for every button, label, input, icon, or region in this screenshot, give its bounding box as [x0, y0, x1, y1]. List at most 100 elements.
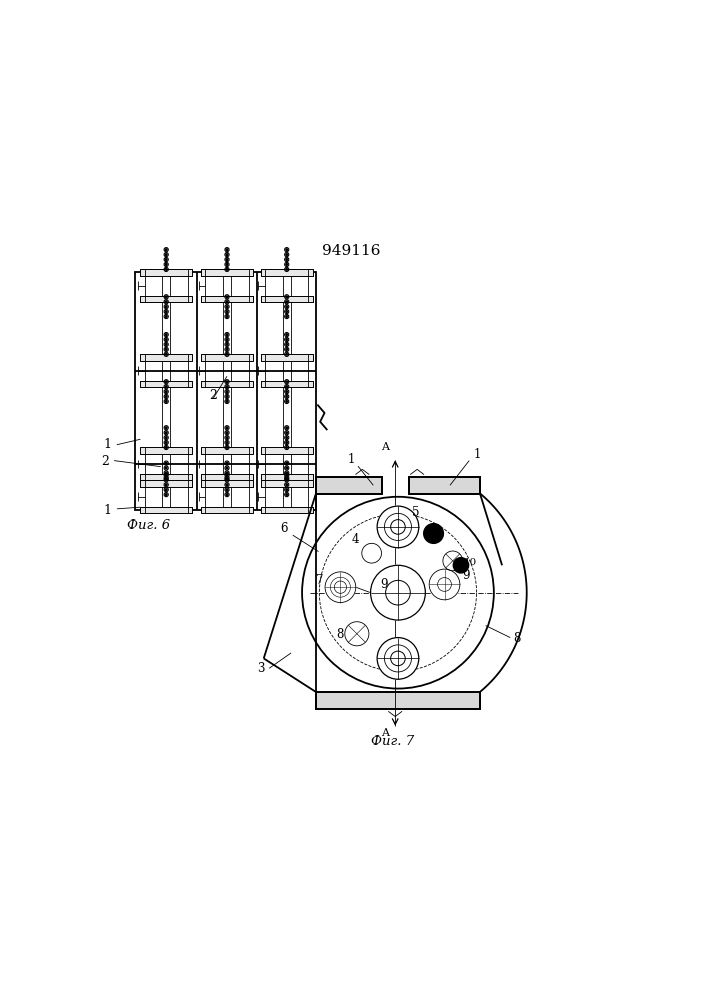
Circle shape	[286, 381, 288, 383]
Circle shape	[165, 349, 167, 350]
Circle shape	[226, 339, 228, 340]
Bar	[140, 269, 192, 276]
Text: Фиг. 7: Фиг. 7	[371, 735, 414, 748]
Circle shape	[165, 306, 167, 307]
Circle shape	[226, 401, 228, 402]
Circle shape	[165, 484, 167, 486]
Circle shape	[226, 484, 228, 486]
Circle shape	[286, 339, 288, 340]
Bar	[261, 507, 312, 513]
Bar	[261, 480, 312, 487]
Text: 1: 1	[103, 504, 112, 517]
Bar	[201, 480, 253, 487]
Circle shape	[165, 269, 167, 270]
Bar	[316, 692, 480, 709]
Circle shape	[165, 353, 167, 355]
Bar	[140, 480, 192, 487]
Circle shape	[226, 296, 228, 298]
Bar	[316, 477, 382, 494]
Circle shape	[226, 427, 228, 429]
Circle shape	[286, 479, 288, 481]
Circle shape	[325, 572, 356, 603]
Circle shape	[286, 401, 288, 402]
Circle shape	[226, 301, 228, 303]
Circle shape	[165, 401, 167, 402]
Circle shape	[165, 339, 167, 340]
Circle shape	[226, 477, 228, 479]
Circle shape	[286, 344, 288, 345]
Circle shape	[286, 437, 288, 438]
Bar	[261, 381, 312, 387]
Bar	[261, 354, 312, 361]
Text: 9: 9	[462, 569, 470, 582]
Circle shape	[226, 437, 228, 438]
Circle shape	[165, 432, 167, 434]
Bar	[261, 296, 312, 302]
Circle shape	[165, 344, 167, 345]
Bar	[135, 272, 316, 510]
Circle shape	[165, 386, 167, 387]
Circle shape	[286, 472, 288, 474]
Circle shape	[286, 249, 288, 250]
Circle shape	[286, 484, 288, 486]
Circle shape	[286, 442, 288, 443]
Bar	[201, 381, 253, 387]
Text: 4: 4	[351, 533, 359, 546]
Bar	[261, 269, 312, 276]
Bar	[316, 692, 480, 709]
Bar	[201, 296, 253, 302]
Bar	[261, 474, 312, 480]
Bar	[261, 474, 312, 480]
Bar	[201, 474, 253, 480]
Text: Фиг. 6: Фиг. 6	[127, 519, 170, 532]
Bar	[261, 480, 312, 487]
Bar	[140, 474, 192, 480]
Text: 8: 8	[337, 628, 344, 641]
Circle shape	[286, 296, 288, 298]
Circle shape	[286, 396, 288, 397]
Bar	[409, 477, 480, 494]
Bar	[140, 480, 192, 487]
Circle shape	[226, 249, 228, 250]
Bar	[261, 507, 312, 513]
Circle shape	[226, 381, 228, 383]
Circle shape	[429, 569, 460, 600]
Bar	[261, 447, 312, 454]
Circle shape	[165, 296, 167, 298]
Circle shape	[226, 396, 228, 397]
Circle shape	[226, 474, 228, 476]
Circle shape	[165, 264, 167, 265]
Text: 7: 7	[316, 574, 323, 587]
Circle shape	[165, 447, 167, 448]
Circle shape	[226, 269, 228, 270]
Bar	[201, 354, 253, 361]
Circle shape	[345, 622, 369, 646]
Circle shape	[286, 494, 288, 495]
Circle shape	[286, 334, 288, 335]
Circle shape	[377, 506, 419, 548]
Bar	[261, 296, 312, 302]
Circle shape	[165, 334, 167, 335]
Bar	[201, 447, 253, 454]
Circle shape	[165, 427, 167, 429]
Bar	[261, 354, 312, 361]
Circle shape	[165, 391, 167, 392]
Circle shape	[226, 386, 228, 387]
Circle shape	[226, 306, 228, 307]
Circle shape	[226, 391, 228, 392]
Circle shape	[226, 316, 228, 317]
Circle shape	[165, 477, 167, 479]
Bar	[140, 507, 192, 513]
Circle shape	[165, 494, 167, 495]
Circle shape	[226, 472, 228, 474]
Bar	[140, 381, 192, 387]
Text: 9: 9	[380, 578, 388, 591]
Circle shape	[370, 565, 426, 620]
Circle shape	[286, 259, 288, 260]
Circle shape	[226, 442, 228, 443]
Circle shape	[165, 249, 167, 250]
Circle shape	[165, 489, 167, 490]
Bar	[201, 296, 253, 302]
Circle shape	[226, 254, 228, 255]
Bar	[140, 447, 192, 454]
